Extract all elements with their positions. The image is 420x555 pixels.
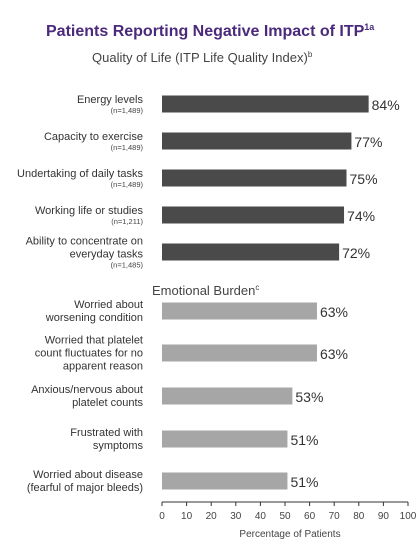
category-label-undertaking-of-daily-tasks: Undertaking of daily tasks xyxy=(17,168,143,180)
section-heading-superscript: b xyxy=(308,50,313,59)
x-tick-label-10: 10 xyxy=(181,511,193,522)
sample-size-undertaking-of-daily-tasks: (n=1,489) xyxy=(111,180,144,189)
data-label-worried-that-platelet-count-fluctuates-for-no-apparent-reason: 63% xyxy=(320,346,348,362)
bar-capacity-to-exercise xyxy=(162,132,352,150)
section-heading-emotional-burden: Emotional Burdenc xyxy=(152,283,259,298)
bar-worried-that-platelet-count-fluctuates-for-no-apparent-reason xyxy=(162,344,317,362)
category-label-worried-that-platelet-count-fluctuates-for-no-apparent-reason: Worried that platelet xyxy=(45,335,143,347)
x-tick-label-90: 90 xyxy=(378,511,390,522)
x-tick-label-40: 40 xyxy=(255,511,267,522)
x-tick-label-60: 60 xyxy=(304,511,316,522)
chart-title-text: Patients Reporting Negative Impact of IT… xyxy=(46,23,365,40)
sample-size-capacity-to-exercise: (n=1,489) xyxy=(111,143,144,152)
bar-worried-about-disease-fearful-of-major-bleeds xyxy=(162,472,288,490)
category-label-working-life-or-studies: Working life or studies xyxy=(35,205,144,217)
x-tick-label-80: 80 xyxy=(353,511,365,522)
data-label-undertaking-of-daily-tasks: 75% xyxy=(350,171,378,187)
category-label-worried-about-worsening-condition: Worried about xyxy=(74,299,143,311)
category-label-worried-about-disease-fearful-of-major-bleeds-line2: (fearful of major bleeds) xyxy=(27,482,143,494)
chart-title: Patients Reporting Negative Impact of IT… xyxy=(46,22,375,40)
sample-size-working-life-or-studies: (n=1,211) xyxy=(111,217,143,226)
data-label-ability-to-concentrate-on-everyday-tasks: 72% xyxy=(342,245,370,261)
sample-size-ability-to-concentrate-on-everyday-tasks: (n=1,485) xyxy=(111,261,144,270)
data-label-frustrated-with-symptoms: 51% xyxy=(290,432,318,448)
x-tick-label-20: 20 xyxy=(206,511,218,522)
x-tick-label-100: 100 xyxy=(400,511,417,522)
x-axis: 0 10 20 30 40 50 60 70 80 90 100 xyxy=(159,501,417,522)
data-label-worried-about-worsening-condition: 63% xyxy=(320,304,348,320)
category-label-worried-that-platelet-count-fluctuates-for-no-apparent-reason-line2: count fluctuates for no xyxy=(35,348,143,360)
category-label-ability-to-concentrate-on-everyday-tasks-line2: everyday tasks xyxy=(70,249,144,261)
section-heading-text: Emotional Burden xyxy=(152,283,255,298)
category-label-frustrated-with-symptoms: Frustrated with xyxy=(70,427,143,439)
bar-working-life-or-studies xyxy=(162,206,345,224)
bar-worried-about-worsening-condition xyxy=(162,302,317,320)
section-heading-text: Quality of Life (ITP Life Quality Index) xyxy=(92,50,308,65)
category-label-anxious-nervous-about-platelet-counts-line2: platelet counts xyxy=(72,397,143,409)
x-tick-label-0: 0 xyxy=(159,511,165,522)
category-label-anxious-nervous-about-platelet-counts: Anxious/nervous about xyxy=(31,384,143,396)
section-heading-superscript: c xyxy=(255,283,259,292)
bar-anxious-nervous-about-platelet-counts xyxy=(162,387,293,405)
category-label-capacity-to-exercise: Capacity to exercise xyxy=(44,131,143,143)
x-axis-title: Percentage of Patients xyxy=(239,529,340,540)
category-label-worried-that-platelet-count-fluctuates-for-no-apparent-reason-line3: apparent reason xyxy=(63,361,143,373)
data-label-worried-about-disease-fearful-of-major-bleeds: 51% xyxy=(290,474,318,490)
bar-undertaking-of-daily-tasks xyxy=(162,169,347,187)
category-label-energy-levels: Energy levels xyxy=(77,94,144,106)
x-tick-label-30: 30 xyxy=(230,511,242,522)
category-label-worried-about-worsening-condition-line2: worsening condition xyxy=(45,312,143,324)
sample-size-energy-levels: (n=1,489) xyxy=(111,106,144,115)
bar-frustrated-with-symptoms xyxy=(162,430,288,448)
x-tick-label-70: 70 xyxy=(329,511,341,522)
section-heading-quality-of-life: Quality of Life (ITP Life Quality Index)… xyxy=(92,50,313,65)
data-label-anxious-nervous-about-platelet-counts: 53% xyxy=(295,389,323,405)
bar-energy-levels xyxy=(162,95,369,113)
x-tick-label-50: 50 xyxy=(279,511,291,522)
category-label-frustrated-with-symptoms-line2: symptoms xyxy=(93,440,144,452)
bars-layer: 84%Energy levels(n=1,489)77%Capacity to … xyxy=(17,94,400,494)
category-label-worried-about-disease-fearful-of-major-bleeds: Worried about disease xyxy=(33,469,143,481)
category-label-ability-to-concentrate-on-everyday-tasks: Ability to concentrate on xyxy=(26,236,143,248)
data-label-capacity-to-exercise: 77% xyxy=(354,134,382,150)
data-label-energy-levels: 84% xyxy=(372,97,400,113)
bar-ability-to-concentrate-on-everyday-tasks xyxy=(162,243,340,261)
chart-title-superscript: 1a xyxy=(364,22,375,32)
data-label-working-life-or-studies: 74% xyxy=(347,208,375,224)
